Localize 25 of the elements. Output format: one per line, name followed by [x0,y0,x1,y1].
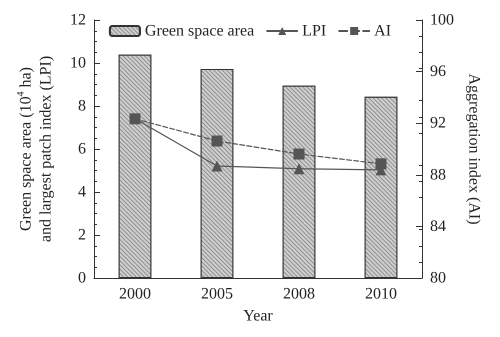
x-tick-label: 2005 [201,286,233,302]
x-tick-label: 2010 [365,286,397,302]
y2-tick-label: 92 [430,114,446,132]
y2-tick-label: 96 [430,63,446,80]
y-tick-label: 4 [78,184,86,200]
y2-tick-label: 84 [430,218,446,235]
y-tick-label: 6 [78,140,86,158]
y2-tick-label: 88 [430,166,446,184]
y2-tick-label: 100 [430,12,454,28]
x-axis-title: Year [243,308,274,324]
y-tick-label: 8 [78,98,86,114]
y-tick-label: 0 [78,270,86,286]
point [212,136,222,146]
y2-axis-title: Aggregation index (AI) [466,73,482,225]
x-tick-label: 2000 [119,286,151,302]
y2-tick-label: 80 [430,270,446,286]
x-tick-label: 2008 [283,286,315,302]
y-tick-label: 12 [70,12,86,28]
legend-label: LPI [302,22,326,40]
point [376,158,386,170]
legend-label: Green space area [144,22,254,40]
y-tick-label: 2 [78,226,86,244]
legend-label: AI [374,22,392,40]
point [294,148,304,160]
y-tick-label: 10 [70,54,86,72]
